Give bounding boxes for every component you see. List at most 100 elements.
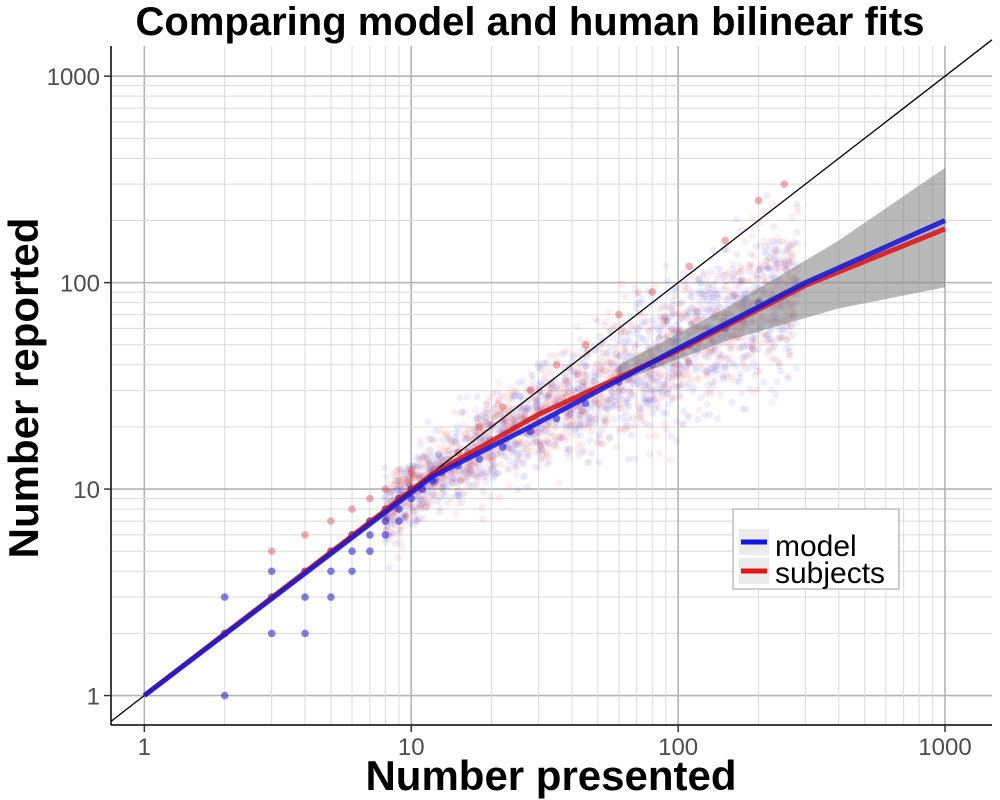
scatter-point	[430, 482, 439, 490]
scatter-point	[409, 471, 418, 479]
scatter-point	[443, 447, 451, 455]
scatter-point	[478, 424, 487, 432]
scatter-point	[692, 275, 700, 283]
scatter-point	[450, 469, 458, 477]
scatter-point	[587, 428, 596, 436]
scatter-point	[512, 463, 520, 471]
scatter-point	[493, 388, 501, 397]
x-axis-ticks: 1 10 100 1000	[138, 725, 972, 761]
scatter-point	[644, 326, 652, 335]
scatter-point	[705, 386, 713, 395]
scatter-point	[736, 262, 745, 271]
scatter-point	[435, 452, 443, 460]
scatter-point	[509, 404, 518, 412]
scatter-point	[579, 424, 587, 432]
scatter-point	[748, 335, 756, 343]
scatter-point	[552, 423, 560, 431]
scatter-point	[557, 431, 566, 439]
scatter-point	[776, 334, 785, 342]
x-tick-label: 10	[398, 734, 425, 761]
scatter-point	[412, 473, 420, 482]
scatter-point	[747, 260, 755, 269]
scatter-point	[404, 472, 413, 480]
scatter-point	[735, 276, 743, 284]
scatter-point	[713, 366, 722, 374]
scatter-point	[573, 379, 582, 387]
scatter-point	[464, 463, 472, 471]
scatter-point	[615, 388, 624, 397]
scatter-point	[716, 350, 724, 358]
scatter-point	[440, 447, 448, 455]
scatter-point	[778, 237, 786, 246]
scatter-point	[434, 497, 442, 505]
scatter-point	[749, 389, 758, 397]
scatter-point	[455, 492, 463, 501]
scatter-point	[761, 248, 769, 256]
scatter-point	[485, 466, 493, 474]
scatter-point	[426, 445, 434, 453]
scatter-point	[381, 493, 389, 501]
scatter-point	[381, 538, 389, 546]
scatter-point	[488, 456, 497, 464]
scatter-point	[469, 436, 477, 444]
scatter-point	[765, 255, 774, 263]
scatter-point	[563, 388, 571, 396]
scatter-point	[509, 416, 517, 424]
scatter-point	[772, 260, 780, 268]
scatter-point	[558, 393, 566, 401]
scatter-point	[736, 268, 744, 277]
scatter-point	[416, 502, 425, 510]
scatter-point	[595, 399, 603, 408]
scatter-point	[430, 461, 438, 470]
scatter-point	[394, 485, 402, 494]
scatter-point	[647, 401, 655, 409]
scatter-point	[646, 396, 654, 404]
scatter-point	[410, 474, 418, 483]
scatter-point	[442, 431, 450, 439]
scatter-point	[660, 316, 669, 324]
scatter-point	[477, 411, 485, 419]
scatter-point	[459, 490, 467, 499]
scatter-point	[403, 476, 411, 484]
scatter-point	[630, 348, 638, 356]
scatter-point	[598, 352, 606, 360]
scatter-point	[771, 267, 779, 276]
scatter-point	[676, 381, 684, 389]
scatter-point	[770, 256, 779, 264]
scatter-point	[706, 410, 714, 419]
data-point-subjects	[552, 360, 561, 369]
scatter-point	[685, 357, 694, 365]
scatter-point	[534, 396, 542, 404]
data-point-subjects	[648, 288, 657, 296]
scatter-point	[572, 386, 580, 394]
scatter-point	[410, 462, 418, 470]
scatter-point	[606, 394, 614, 402]
scatter-point	[609, 361, 617, 369]
scatter-point	[641, 378, 649, 386]
scatter-point	[645, 369, 653, 378]
scatter-point	[455, 428, 463, 436]
scatter-point	[521, 405, 529, 414]
scatter-point	[771, 248, 780, 257]
scatter-point	[535, 429, 543, 437]
scatter-point	[681, 282, 689, 290]
scatter-point	[616, 331, 625, 339]
scatter-point	[581, 361, 590, 369]
scatter-point	[765, 347, 773, 355]
scatter-point	[702, 367, 710, 375]
scatter-point	[561, 437, 569, 445]
scatter-point	[636, 381, 644, 389]
scatter-point	[396, 483, 404, 491]
scatter-point	[682, 366, 690, 374]
data-point-subjects	[267, 547, 276, 556]
scatter-point	[391, 511, 399, 519]
scatter-point	[534, 429, 542, 437]
scatter-point	[531, 435, 539, 443]
scatter-point	[544, 393, 552, 401]
scatter-point	[668, 310, 677, 318]
scatter-point	[748, 214, 757, 222]
scatter-point	[560, 349, 568, 357]
scatter-point	[479, 418, 487, 426]
scatter-point	[417, 500, 425, 509]
scatter-point	[381, 464, 389, 472]
